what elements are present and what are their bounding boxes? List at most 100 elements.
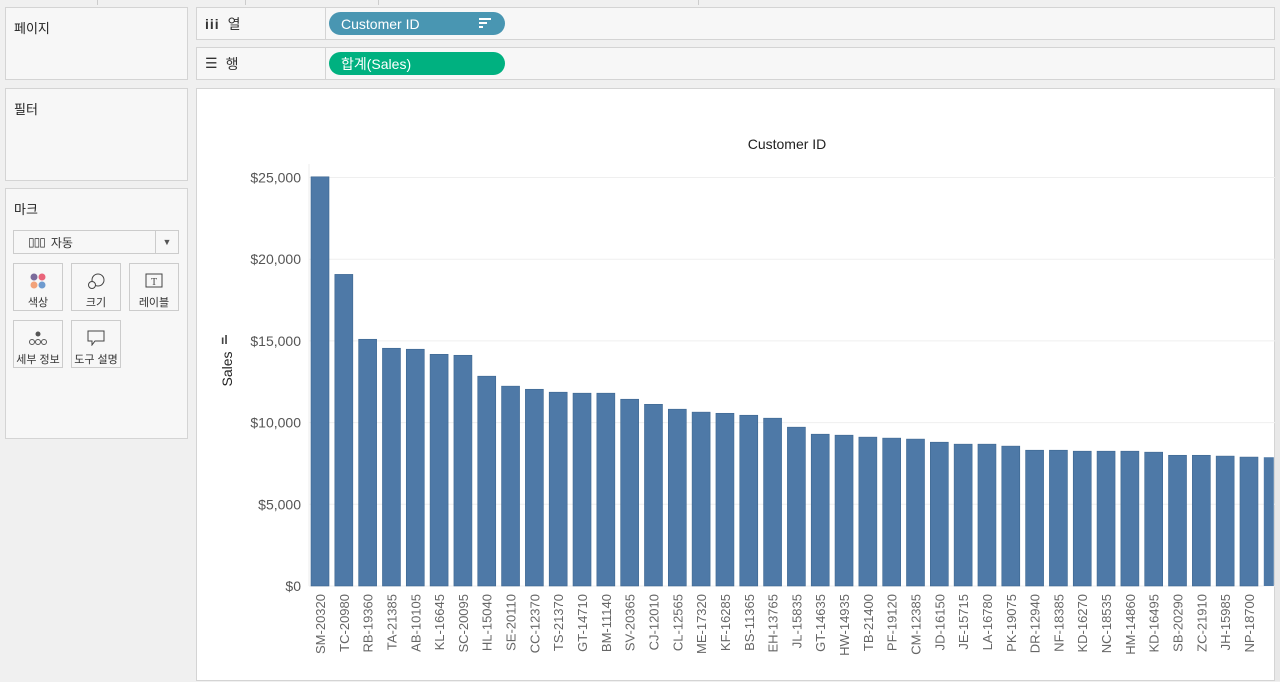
bar (930, 441, 949, 587)
tooltip-button[interactable]: 도구 설명 (71, 320, 121, 368)
bar (906, 438, 925, 587)
bar (453, 354, 473, 587)
bar (477, 375, 497, 587)
x-tick-label: EH-13765 (766, 594, 781, 653)
x-tick-label: SC-20095 (456, 594, 471, 653)
filters-card-title: 필터 (14, 102, 38, 117)
x-tick-label: CL-12565 (670, 594, 685, 651)
bar (310, 176, 330, 587)
bar (953, 443, 973, 587)
mark-type-dropdown[interactable]: ▯▯▯ 자동 ▼ (13, 230, 179, 254)
bar (810, 433, 830, 587)
bar (334, 274, 354, 587)
chevron-down-icon[interactable]: ▼ (155, 231, 178, 253)
size-button[interactable]: 크기 (71, 263, 121, 311)
bar (644, 403, 663, 587)
rows-icon: ☰ (205, 55, 218, 71)
x-tick-label: NF-18385 (1051, 594, 1066, 652)
marks-card: 마크 (5, 188, 188, 439)
size-label: 크기 (85, 297, 107, 309)
bar (834, 434, 854, 587)
bar (1239, 456, 1259, 587)
x-tick-label: SB-20290 (1171, 594, 1186, 652)
x-tick-label: SM-20320 (313, 594, 328, 654)
x-tick-label: KD-16495 (1147, 594, 1162, 653)
svg-text:T: T (151, 277, 157, 288)
x-tick-label: TS-21370 (551, 594, 566, 651)
marks-card-title: 마크 (14, 202, 38, 217)
sort-icon: ıl (221, 333, 228, 347)
x-tick-label: JL-15835 (789, 594, 804, 648)
bar (1072, 450, 1092, 587)
bar (1120, 450, 1140, 587)
x-tick-label: HW-14935 (837, 594, 852, 656)
bar (977, 443, 997, 587)
mark-type-value: 자동 (50, 235, 73, 250)
pages-card[interactable]: 페이지 (5, 7, 188, 80)
bar (1096, 450, 1116, 587)
x-tick-label: BM-11140 (599, 594, 614, 652)
bar (620, 398, 639, 587)
bar (429, 353, 449, 587)
detail-button[interactable]: 세부 정보 (13, 320, 63, 368)
vertical-scrollbar[interactable] (1275, 88, 1280, 681)
x-tick-label: SV-20365 (623, 594, 638, 651)
y-tick-label: $15,000 (250, 333, 301, 349)
rows-shelf[interactable]: ☰ 행 합계(Sales) (196, 47, 1275, 80)
rows-shelf-label: 행 (225, 55, 239, 72)
bar-chart-icon: ▯▯▯ (28, 235, 46, 249)
x-tick-label: JD-16150 (932, 594, 947, 650)
bar (691, 411, 711, 587)
text-label-icon: T (130, 268, 178, 294)
x-tick-label: LA-16780 (980, 594, 995, 650)
x-tick-label: CC-12370 (527, 594, 542, 653)
x-tick-label: HL-15040 (480, 594, 495, 651)
x-tick-label: ZC-21910 (1194, 594, 1209, 652)
bar (1049, 449, 1068, 587)
bar (858, 436, 878, 587)
bar (1215, 455, 1235, 587)
x-tick-label: JE-15715 (956, 594, 971, 650)
x-tick-label: TB-21400 (861, 594, 876, 651)
x-tick-label: AB-10105 (408, 594, 423, 652)
columns-icon: iii (205, 15, 220, 32)
x-tick-label: DR-12940 (1028, 594, 1043, 653)
color-button[interactable]: 색상 (13, 263, 63, 311)
color-label: 색상 (27, 297, 49, 309)
bar (667, 408, 687, 587)
chart-title: Customer ID (748, 136, 827, 152)
detail-dots-icon (14, 325, 62, 351)
x-tick-label: KL-16645 (432, 594, 447, 650)
bar (882, 437, 901, 587)
label-button[interactable]: T 레이블 (129, 263, 179, 311)
bar (1192, 454, 1211, 587)
y-axis-title: Sales (219, 351, 235, 386)
detail-label: 세부 정보 (16, 354, 60, 366)
x-tick-label: HM-14860 (1123, 594, 1138, 655)
bar (715, 412, 735, 587)
sum-sales-pill-label: 합계(Sales) (341, 55, 412, 72)
x-tick-label: JH-15985 (1218, 594, 1233, 650)
filters-card[interactable]: 필터 (5, 88, 188, 181)
columns-shelf[interactable]: iii 열 Customer ID (196, 7, 1275, 40)
bar (1168, 454, 1187, 587)
color-dots-icon (14, 268, 62, 294)
x-tick-label: KD-16270 (1075, 594, 1090, 653)
bar (525, 388, 544, 587)
x-tick-label: TC-20980 (337, 594, 352, 652)
x-tick-label: BS-11365 (742, 594, 757, 651)
x-tick-label: CJ-12010 (646, 594, 661, 650)
sort-descending-icon[interactable] (479, 18, 491, 30)
bar (405, 348, 425, 587)
x-tick-label: GT-14710 (575, 594, 590, 652)
y-tick-label: $25,000 (250, 170, 301, 186)
bar (548, 391, 568, 587)
x-tick-label: RB-19360 (361, 594, 376, 653)
x-tick-label: NC-18535 (1099, 594, 1114, 653)
sum-sales-pill[interactable]: 합계(Sales) (329, 52, 505, 75)
customer-id-pill[interactable]: Customer ID (329, 12, 505, 35)
bar (501, 385, 520, 587)
toolbar-divider-strip (0, 0, 1280, 6)
x-tick-label: SE-20110 (504, 594, 519, 651)
x-tick-label: TA-21385 (384, 594, 399, 650)
